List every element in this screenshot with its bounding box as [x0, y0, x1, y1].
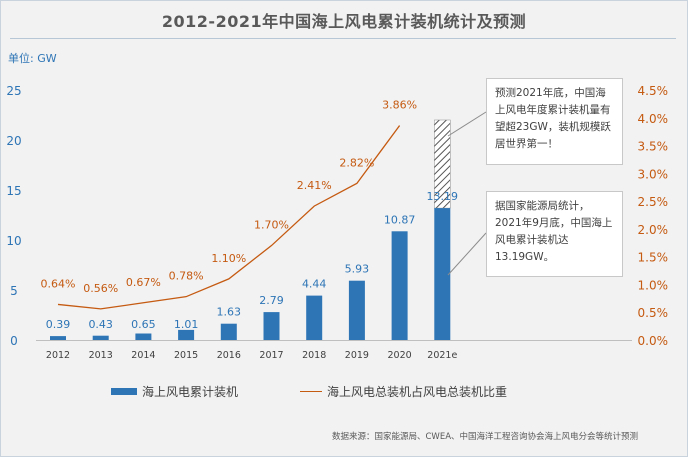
x-tick-label: 2021e [427, 350, 457, 361]
unit-label: 单位: GW [8, 52, 57, 65]
connector-actual [447, 232, 487, 276]
left-tick-label: 5 [10, 284, 18, 298]
bar-value-label: 4.44 [302, 278, 327, 291]
line-value-label: 3.86% [382, 99, 417, 112]
right-tick-label: 3.0% [638, 167, 669, 181]
right-tick-label: 0.5% [638, 306, 669, 320]
bar-value-label: 1.01 [174, 318, 199, 331]
bar-value-label: 0.39 [46, 318, 71, 331]
x-tick-label: 2020 [388, 350, 412, 361]
forecast-note: 预测2021年底，中国海上风电年度累计装机量有望超23GW，装机规模跃居世界第一… [486, 78, 623, 165]
line-series [57, 125, 401, 310]
right-tick-label: 3.5% [638, 140, 669, 154]
legend-line-swatch [300, 391, 322, 392]
right-tick-label: 4.5% [638, 84, 669, 98]
right-tick-label: 2.5% [638, 195, 669, 209]
line-value-label: 0.56% [83, 282, 118, 295]
legend-bar-swatch [111, 388, 137, 395]
right-tick-label: 1.0% [638, 278, 669, 292]
x-tick-label: 2018 [302, 350, 326, 361]
bar-value-label: 2.79 [259, 294, 284, 307]
x-tick-label: 2019 [345, 350, 369, 361]
right-axis: 0.0% 0.5% 1.0% 1.5% 2.0% 2.5% 3.0% 3.5% 4.0% 4.5% [638, 84, 669, 348]
bar [50, 336, 66, 340]
line-value-label: 1.10% [211, 252, 246, 265]
bar-series [50, 119, 451, 340]
x-tick-label: 2017 [259, 350, 283, 361]
x-tick-label: 2015 [174, 350, 198, 361]
line-value-label: 0.67% [126, 276, 161, 289]
x-axis-ticks: 2012 2013 2014 2015 2016 2017 2018 2019 2020 2021… [46, 350, 458, 361]
x-tick-label: 2014 [131, 350, 155, 361]
right-tick-label: 1.5% [638, 251, 669, 265]
bar [348, 280, 365, 340]
left-tick-label: 0 [10, 334, 18, 348]
bar [306, 295, 323, 340]
x-tick-label: 2016 [217, 350, 241, 361]
bar-value-labels: 0.39 0.43 0.65 1.01 1.63 2.79 4.44 5.93 10.87 13.… [46, 190, 458, 331]
connector-forecast [447, 111, 487, 137]
bar [135, 333, 152, 340]
bar-value-label: 5.93 [345, 263, 370, 276]
legend-line-item: 海上风电总装机占风电总装机比重 [300, 383, 507, 400]
line-value-label: 0.78% [169, 270, 204, 283]
actual-note: 据国家能源局统计，2021年9月底，中国海上风电累计装机达13.19GW。 [486, 191, 623, 277]
data-source: 数据来源：国家能源局、CWEA、中国海洋工程咨询协会海上风电分会等统计预测 [332, 432, 639, 442]
left-tick-label: 20 [6, 134, 21, 148]
line-value-label: 2.82% [339, 156, 374, 169]
left-tick-label: 15 [6, 184, 21, 198]
bar [178, 329, 195, 340]
left-tick-label: 10 [6, 234, 21, 248]
right-tick-label: 2.0% [638, 223, 669, 237]
chart-title: 2012-2021年中国海上风电累计装机统计及预测 [161, 12, 527, 31]
bar-value-label: 10.87 [384, 213, 416, 226]
line-value-label: 2.41% [297, 179, 332, 192]
bar-value-label: 0.43 [88, 318, 113, 331]
bar [434, 208, 451, 340]
bar-value-label: 0.65 [131, 318, 156, 331]
left-axis: 0 5 10 15 20 25 [6, 84, 21, 348]
title-divider [10, 38, 676, 39]
legend-bar-item: 海上风电累计装机 [111, 383, 238, 400]
line-value-label: 0.64% [41, 277, 76, 290]
right-tick-label: 4.0% [638, 112, 669, 126]
bar-value-label: 1.63 [217, 306, 242, 319]
note-connectors [447, 111, 487, 276]
legend-bar-label: 海上风电累计装机 [142, 385, 239, 399]
line-value-labels: 0.64% 0.56% 0.67% 0.78% 1.10% 1.70% 2.41% 2.82%… [41, 99, 418, 295]
legend-line-label: 海上风电总装机占风电总装机比重 [327, 385, 508, 399]
x-tick-label: 2013 [89, 350, 113, 361]
line-path [57, 125, 401, 310]
bar-value-label: 13.19 [427, 190, 459, 203]
bar [391, 231, 408, 340]
bar [220, 323, 237, 340]
line-value-label: 1.70% [254, 219, 289, 232]
right-tick-label: 0.0% [638, 334, 669, 348]
x-tick-label: 2012 [46, 350, 70, 361]
bar [92, 335, 109, 340]
left-tick-label: 25 [6, 84, 21, 98]
bar [263, 312, 280, 340]
